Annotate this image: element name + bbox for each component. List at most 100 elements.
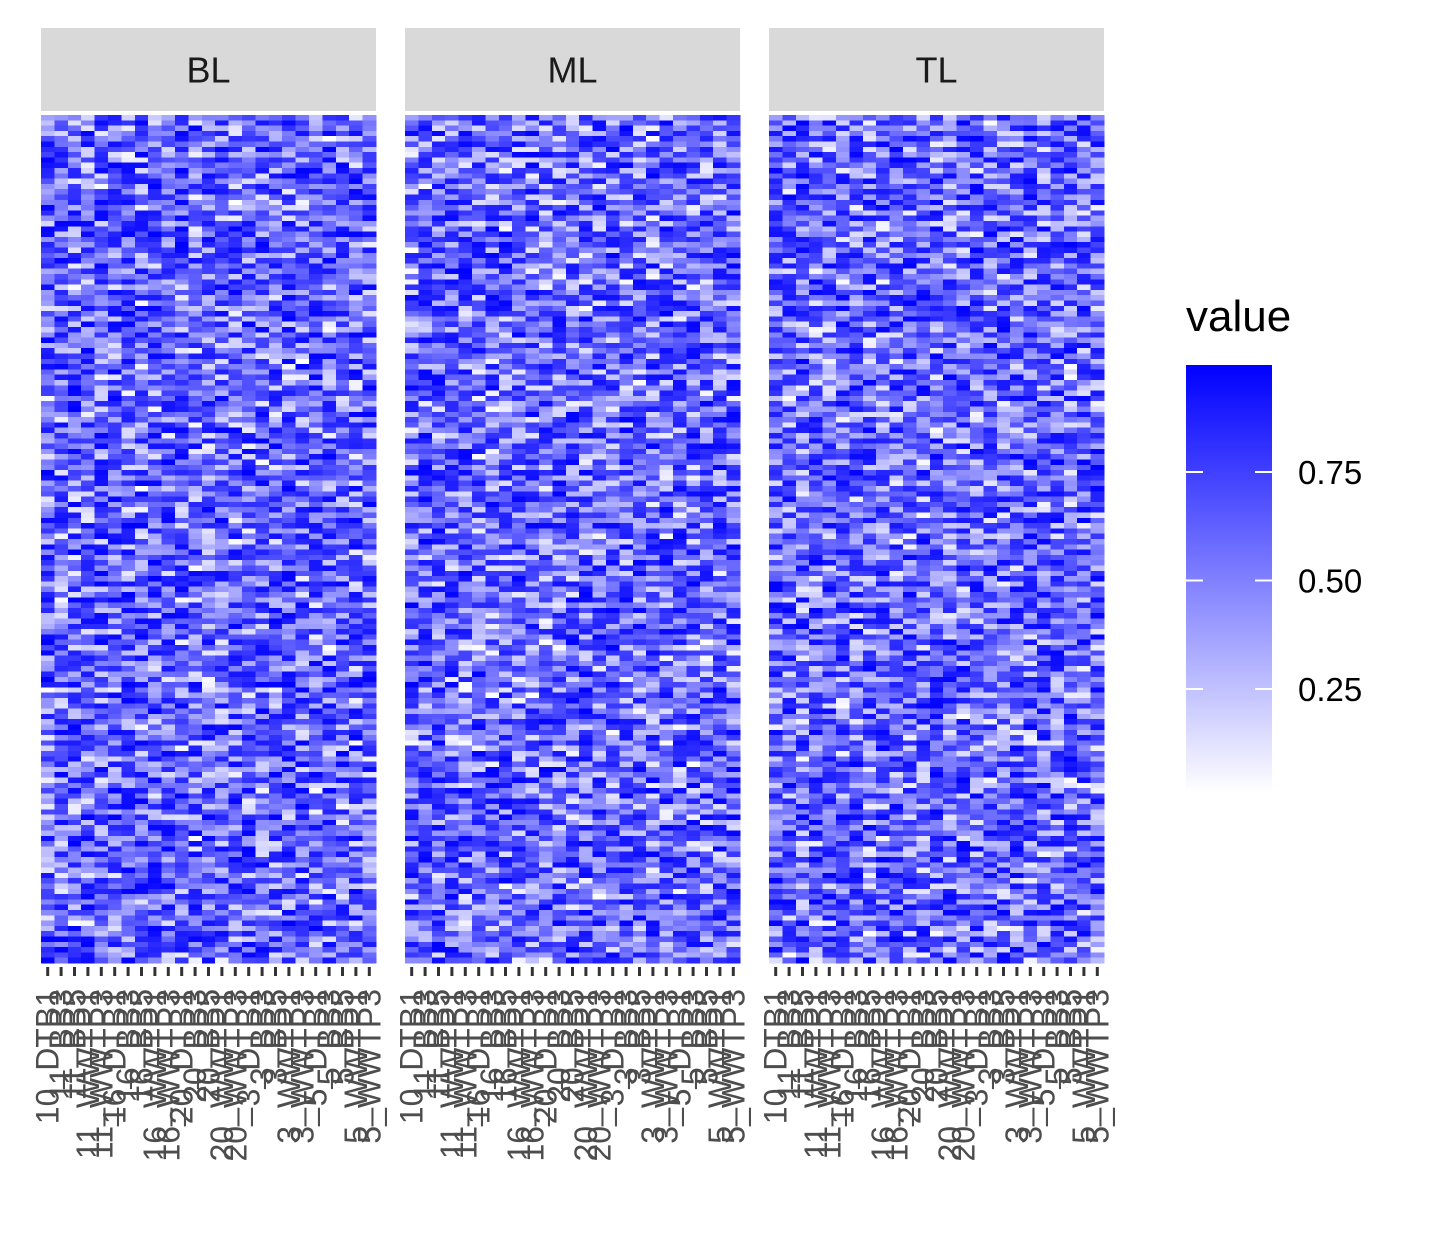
heatmap-tile bbox=[242, 544, 256, 550]
heatmap-tile bbox=[188, 290, 202, 296]
heatmap-tile bbox=[68, 921, 82, 927]
heatmap-tile bbox=[81, 200, 95, 206]
heatmap-tile bbox=[713, 131, 727, 137]
heatmap-tile bbox=[309, 385, 323, 391]
heatmap-tile bbox=[633, 263, 647, 269]
heatmap-tile bbox=[322, 126, 336, 132]
heatmap-tile bbox=[68, 571, 82, 577]
heatmap-tile bbox=[713, 274, 727, 280]
heatmap-tile bbox=[162, 534, 176, 540]
heatmap-tile bbox=[95, 311, 109, 317]
heatmap-tile bbox=[202, 873, 216, 879]
heatmap-tile bbox=[242, 152, 256, 158]
heatmap-tile bbox=[255, 608, 269, 614]
heatmap-tile bbox=[336, 650, 350, 656]
heatmap-tile bbox=[162, 756, 176, 762]
heatmap-tile bbox=[81, 825, 95, 831]
heatmap-tile bbox=[526, 279, 540, 285]
heatmap-tile bbox=[552, 120, 566, 126]
heatmap-tile bbox=[349, 788, 363, 794]
heatmap-tile bbox=[255, 269, 269, 275]
heatmap-tile bbox=[68, 391, 82, 397]
heatmap-tile bbox=[41, 486, 55, 492]
heatmap-tile bbox=[336, 147, 350, 153]
heatmap-tile bbox=[363, 772, 377, 778]
heatmap-tile bbox=[188, 799, 202, 805]
heatmap-tile bbox=[175, 497, 189, 503]
heatmap-tile bbox=[579, 131, 593, 137]
heatmap-tile bbox=[202, 523, 216, 529]
heatmap-tile bbox=[282, 115, 296, 121]
heatmap-tile bbox=[727, 253, 741, 259]
heatmap-tile bbox=[121, 809, 135, 815]
heatmap-tile bbox=[269, 248, 283, 254]
heatmap-tile bbox=[633, 168, 647, 174]
heatmap-tile bbox=[296, 809, 310, 815]
heatmap-tile bbox=[363, 131, 377, 137]
heatmap-tile bbox=[162, 603, 176, 609]
heatmap-tile bbox=[175, 804, 189, 810]
heatmap-tile bbox=[188, 629, 202, 635]
heatmap-tile bbox=[229, 306, 243, 312]
heatmap-tile bbox=[202, 306, 216, 312]
heatmap-tile bbox=[68, 301, 82, 307]
heatmap-tile bbox=[472, 237, 486, 243]
heatmap-tile bbox=[188, 428, 202, 434]
heatmap-tile bbox=[269, 931, 283, 937]
heatmap-tile bbox=[175, 640, 189, 646]
heatmap-tile bbox=[349, 338, 363, 344]
heatmap-tile bbox=[81, 640, 95, 646]
heatmap-tile bbox=[202, 157, 216, 163]
heatmap-tile bbox=[81, 815, 95, 821]
heatmap-tile bbox=[269, 518, 283, 524]
heatmap-tile bbox=[296, 290, 310, 296]
heatmap-tile bbox=[135, 947, 149, 953]
heatmap-tile bbox=[336, 274, 350, 280]
heatmap-tile bbox=[282, 221, 296, 227]
heatmap-tile bbox=[95, 136, 109, 142]
heatmap-tile bbox=[472, 242, 486, 248]
heatmap-tile bbox=[135, 804, 149, 810]
heatmap-tile bbox=[432, 195, 446, 201]
heatmap-tile bbox=[229, 725, 243, 731]
heatmap-tile bbox=[269, 470, 283, 476]
heatmap-tile bbox=[660, 258, 674, 264]
heatmap-tile bbox=[526, 142, 540, 148]
heatmap-tile bbox=[229, 332, 243, 338]
heatmap-tile bbox=[526, 163, 540, 169]
heatmap-tile bbox=[282, 672, 296, 678]
heatmap-tile bbox=[459, 242, 473, 248]
heatmap-tile bbox=[41, 597, 55, 603]
heatmap-tile bbox=[322, 921, 336, 927]
heatmap-tile bbox=[269, 873, 283, 879]
heatmap-tile bbox=[322, 136, 336, 142]
heatmap-tile bbox=[108, 783, 122, 789]
heatmap-tile bbox=[54, 884, 68, 890]
heatmap-tile bbox=[121, 799, 135, 805]
heatmap-tile bbox=[242, 767, 256, 773]
heatmap-tile bbox=[95, 507, 109, 513]
heatmap-tile bbox=[41, 465, 55, 471]
heatmap-tile bbox=[566, 179, 580, 185]
heatmap-tile bbox=[81, 152, 95, 158]
heatmap-tile bbox=[296, 804, 310, 810]
heatmap-tile bbox=[135, 603, 149, 609]
heatmap-tile bbox=[499, 290, 513, 296]
heatmap-tile bbox=[148, 369, 162, 375]
heatmap-tile bbox=[202, 592, 216, 598]
heatmap-tile bbox=[296, 719, 310, 725]
heatmap-tile bbox=[282, 396, 296, 402]
heatmap-tile bbox=[175, 587, 189, 593]
heatmap-tile bbox=[269, 820, 283, 826]
heatmap-tile bbox=[322, 359, 336, 365]
heatmap-tile bbox=[215, 862, 229, 868]
heatmap-tile bbox=[81, 285, 95, 291]
heatmap-tile bbox=[418, 226, 432, 232]
heatmap-tile bbox=[54, 438, 68, 444]
heatmap-tile bbox=[336, 184, 350, 190]
heatmap-tile bbox=[54, 385, 68, 391]
heatmap-tile bbox=[68, 475, 82, 481]
heatmap-tile bbox=[673, 216, 687, 222]
heatmap-tile bbox=[202, 587, 216, 593]
heatmap-tile bbox=[349, 587, 363, 593]
